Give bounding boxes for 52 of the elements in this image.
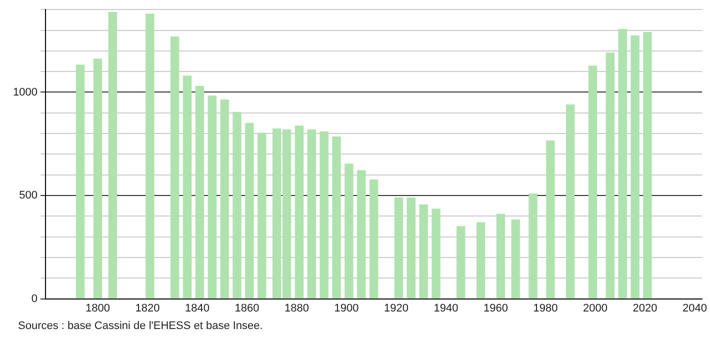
x-tick-label: 2000 [582, 302, 608, 314]
bar [320, 132, 328, 299]
bar [394, 197, 404, 299]
bar [146, 14, 154, 299]
x-tick-label: 1920 [384, 302, 408, 314]
bar [618, 28, 627, 299]
y-tick-label: 0 [31, 292, 38, 305]
x-tick-label: 1860 [234, 302, 260, 314]
bar [546, 140, 555, 299]
x-tick-label: 2020 [632, 302, 658, 314]
bar [208, 96, 216, 299]
bar [357, 170, 366, 299]
x-tick-label: 1880 [284, 302, 309, 314]
x-tick-label: 1820 [135, 302, 160, 314]
bar [511, 220, 520, 299]
bar [332, 136, 341, 299]
bar [606, 52, 614, 299]
bar [93, 58, 102, 299]
x-tick-label: 1980 [533, 302, 558, 314]
bar [630, 36, 640, 299]
bar [232, 112, 242, 299]
bar [476, 222, 486, 299]
bar [588, 66, 598, 299]
x-tick-label: 1940 [434, 302, 458, 314]
bar [294, 126, 304, 299]
bar [419, 204, 428, 299]
bar [528, 194, 538, 299]
x-tick-label: 1800 [85, 302, 110, 314]
bar [108, 12, 117, 299]
bar [258, 132, 266, 299]
bar [406, 197, 416, 299]
y-tick-label: 1000 [12, 86, 38, 98]
bar [432, 208, 440, 299]
x-tick-label: 1960 [483, 302, 508, 314]
bar [496, 214, 506, 299]
bar [220, 100, 229, 299]
bar [245, 122, 254, 299]
bar [170, 36, 180, 299]
x-tick-label: 2040 [682, 302, 707, 314]
bar [456, 226, 466, 299]
bar [369, 179, 378, 299]
bar [76, 64, 85, 299]
bar [643, 32, 652, 299]
bar [307, 129, 316, 299]
x-tick-label: 1900 [334, 302, 359, 314]
source-note: Sources : base Cassini de l'EHESS et base Insee. [18, 320, 263, 332]
bar [566, 104, 575, 299]
bar [195, 86, 204, 299]
bar [344, 164, 354, 299]
bar [182, 76, 192, 299]
y-tick-label: 500 [19, 190, 38, 202]
x-tick-label: 1840 [184, 302, 210, 314]
